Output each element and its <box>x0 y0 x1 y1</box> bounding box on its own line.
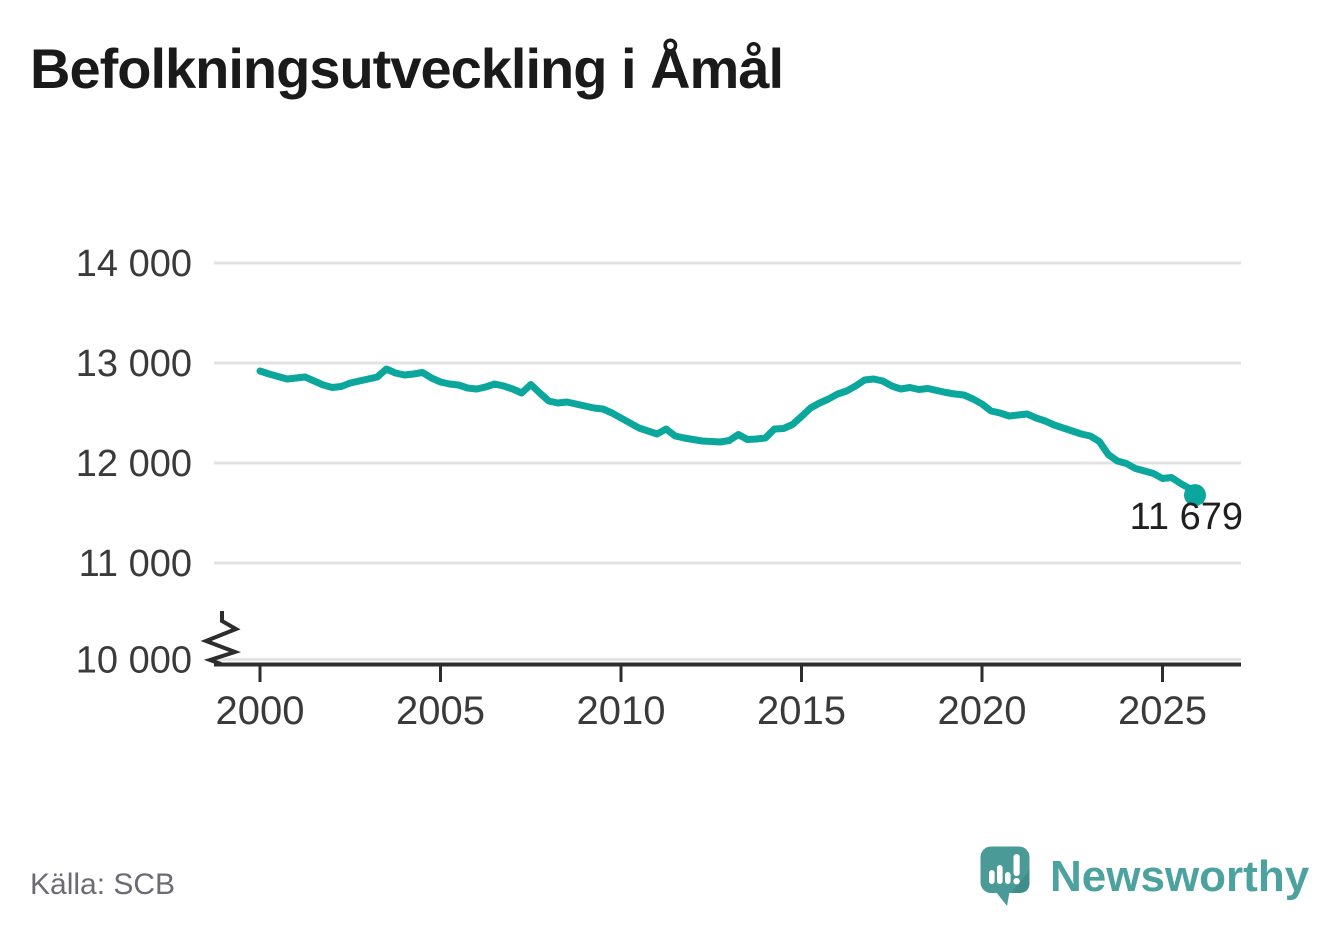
source-label: Källa: SCB <box>30 868 176 901</box>
y-tick-label: 11 000 <box>79 543 192 585</box>
newsworthy-logo: Newsworthy <box>980 846 1309 908</box>
chart-title: Befolkningsutveckling i Åmål <box>30 37 784 100</box>
latest-value-dot <box>1184 484 1206 507</box>
logo-bubble-shade <box>1011 870 1030 893</box>
newsworthy-logo-icon <box>980 846 1030 906</box>
logo-bar-3 <box>1005 872 1011 884</box>
brand-name: Newsworthy <box>1050 852 1310 901</box>
x-tick-label: 2015 <box>757 689 846 733</box>
logo-bar-2 <box>997 865 1003 884</box>
logo-exclamation-bar <box>1013 854 1020 876</box>
y-tick-label: 10 000 <box>76 640 192 682</box>
logo-bar-1 <box>989 870 995 884</box>
latest-value-label: 11 679 <box>1130 496 1243 538</box>
population-line <box>256 365 1199 499</box>
y-tick-label: 12 000 <box>76 443 192 485</box>
x-tick-label: 2005 <box>396 689 485 733</box>
logo-bubble-tail <box>996 892 1010 906</box>
y-tick-label: 13 000 <box>76 343 192 385</box>
x-tick-label: 2020 <box>938 689 1027 733</box>
x-tick-label: 2010 <box>577 689 666 733</box>
x-tick-label: 2000 <box>216 689 305 733</box>
y-axis-break-icon <box>200 611 242 666</box>
logo-exclamation-dot <box>1013 878 1020 885</box>
x-tick-label: 2025 <box>1118 689 1207 733</box>
y-tick-label: 14 000 <box>76 243 192 285</box>
